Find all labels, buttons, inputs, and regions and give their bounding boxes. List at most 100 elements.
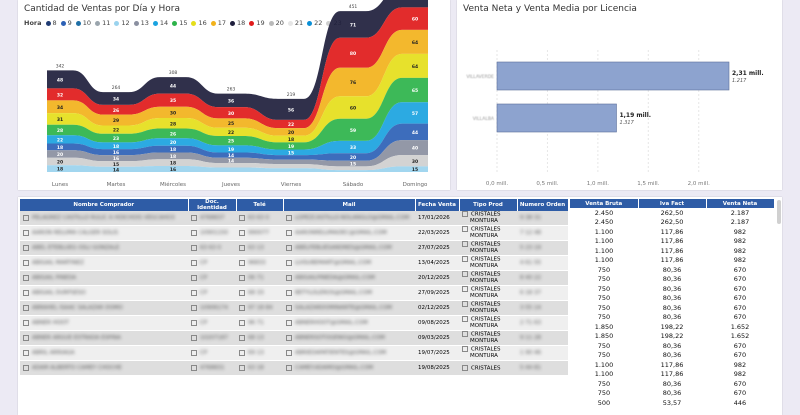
row-expand-checkbox[interactable] [23,289,29,296]
table-row[interactable]: ABNER HOOT CP 96 71 ABNERHOOT@GMAIL.COM 09/0… [20,315,568,331]
column-header[interactable]: Nombre Comprador [20,199,189,211]
row-expand-checkbox[interactable] [462,316,468,322]
table-row[interactable]: 750 80,36 670 [570,284,774,294]
legend-item-22[interactable]: 22 [307,19,322,27]
row-expand-checkbox[interactable] [286,259,292,266]
legend-item-9[interactable]: 9 [60,19,72,27]
row-expand-checkbox[interactable] [191,259,197,266]
row-expand-checkbox[interactable] [239,349,245,356]
row-expand-checkbox[interactable] [239,334,245,341]
table-row[interactable]: AARON RELUMA CALGER SOLIS 10901150 990077 A… [20,225,568,241]
row-expand-checkbox[interactable] [286,304,292,311]
row-expand-checkbox[interactable] [239,364,245,371]
table-row[interactable]: ABRAHEL ISAAC SALAZAR DOMO 10906174 97 18 … [20,300,568,316]
legend-item-8[interactable]: 8 [45,19,57,27]
table-row[interactable]: ABRIL ARRIAGA CP 69 13 ABRIEDAPATIENTES@GMA… [20,345,568,361]
row-expand-checkbox[interactable] [191,364,197,371]
row-expand-checkbox[interactable] [191,334,197,341]
table-row[interactable]: 750 80,36 670 [570,303,774,313]
legend-item-11[interactable]: 11 [95,19,110,27]
column-header[interactable]: Mail [283,199,416,211]
table-row[interactable]: 2.450 262,50 2.187 [570,218,774,228]
row-expand-checkbox[interactable] [23,334,29,341]
row-expand-checkbox[interactable] [462,346,468,352]
row-expand-checkbox[interactable] [286,244,292,251]
table-row[interactable]: 750 80,36 670 [570,341,774,351]
row-expand-checkbox[interactable] [23,259,29,266]
row-expand-checkbox[interactable] [286,229,292,236]
row-expand-checkbox[interactable] [239,289,245,296]
table-row[interactable]: ABIGAIL PINEDA CP 06 71 ABIGAILPINEDA@GMAIL… [20,270,568,286]
column-header[interactable]: Fecha Venta [415,199,460,211]
legend-item-10[interactable]: 10 [75,19,91,27]
row-expand-checkbox[interactable] [286,349,292,356]
table-row[interactable]: ABIGAIL DURFSESO CP 68 33 BETYLOLEROS@GMAIL… [20,285,568,301]
table-row[interactable]: 500 53,57 446 [570,398,774,408]
row-expand-checkbox[interactable] [286,289,292,296]
table-row[interactable]: 1.100 117,86 982 [570,227,774,237]
legend-item-14[interactable]: 14 [152,19,168,27]
table-row[interactable]: 750 80,36 670 [570,379,774,389]
row-expand-checkbox[interactable] [23,364,29,371]
table-row[interactable]: 2.450 262,50 2.187 [570,208,774,218]
row-expand-checkbox[interactable] [286,364,292,371]
column-header[interactable]: Venta Neta [706,199,775,208]
table-row[interactable]: ADAM ALBERTO CAMEY CHOCHE 4768831 63 18 CAM… [20,360,568,376]
table-row[interactable]: 1.100 117,86 982 [570,370,774,380]
table-row[interactable]: 750 80,36 670 [570,351,774,361]
column-header[interactable]: Tipo Prod [459,199,518,211]
ribbon-series-16[interactable] [47,155,428,171]
ribbon-series-17[interactable] [47,165,428,172]
row-expand-checkbox[interactable] [23,214,29,221]
table-scrollbar[interactable] [777,200,781,224]
table-row[interactable]: 1.100 117,86 982 [570,246,774,256]
ribbon-series-13[interactable] [47,102,428,156]
ribbon-series-14[interactable] [47,123,428,161]
legend-item-17[interactable]: 17 [210,19,226,27]
row-expand-checkbox[interactable] [462,241,468,247]
row-expand-checkbox[interactable] [191,349,197,356]
row-expand-checkbox[interactable] [191,214,197,221]
row-expand-checkbox[interactable] [462,271,468,277]
row-expand-checkbox[interactable] [191,304,197,311]
table-row[interactable]: 1.100 117,86 982 [570,360,774,370]
row-expand-checkbox[interactable] [239,259,245,266]
row-expand-checkbox[interactable] [23,244,29,251]
row-expand-checkbox[interactable] [462,256,468,262]
row-expand-checkbox[interactable] [462,364,468,371]
legend-item-21[interactable]: 21 [287,19,303,27]
column-header[interactable]: Doc. Identidad [188,199,237,211]
table-row[interactable]: 1.850 198,22 1.652 [570,332,774,342]
column-header[interactable]: Numero Orden [517,199,569,211]
row-expand-checkbox[interactable] [191,319,197,326]
row-expand-checkbox[interactable] [23,304,29,311]
table-row[interactable]: 1.100 117,86 982 [570,237,774,247]
table-row[interactable]: PELAGREZ CASTILLO RULIC A HOICHOIS VEGCA… [20,211,568,226]
table-row[interactable]: 750 80,36 670 [570,389,774,399]
legend-item-16[interactable]: 16 [191,19,207,27]
row-expand-checkbox[interactable] [462,286,468,292]
ribbon-series-8[interactable] [47,0,428,120]
table-row[interactable]: 750 80,36 670 [570,313,774,323]
row-expand-checkbox[interactable] [462,301,468,307]
row-expand-checkbox[interactable] [239,244,245,251]
legend-item-15[interactable]: 15 [172,19,187,27]
table-row[interactable]: ABIGAIL MARTINEZ CP 96833 LUISUBEMART@GMAIL… [20,255,568,271]
column-header[interactable]: Venta Bruta [570,199,639,208]
row-expand-checkbox[interactable] [286,334,292,341]
row-expand-checkbox[interactable] [239,304,245,311]
legend-item-12[interactable]: 12 [114,19,130,27]
column-header[interactable]: Iva Fact [638,199,707,208]
ribbon-series-15[interactable] [47,140,428,167]
column-header[interactable]: Telé [236,199,284,211]
row-expand-checkbox[interactable] [239,274,245,281]
row-expand-checkbox[interactable] [191,274,197,281]
table-row[interactable]: 750 80,36 670 [570,294,774,304]
row-expand-checkbox[interactable] [462,331,468,337]
ribbon-series-11[interactable] [47,53,428,143]
ribbon-series-12[interactable] [47,77,428,150]
legend-item-19[interactable]: 19 [249,19,265,27]
table-row[interactable]: 750 80,36 670 [570,275,774,285]
row-expand-checkbox[interactable] [286,274,292,281]
legend-item-13[interactable]: 13 [133,19,149,27]
